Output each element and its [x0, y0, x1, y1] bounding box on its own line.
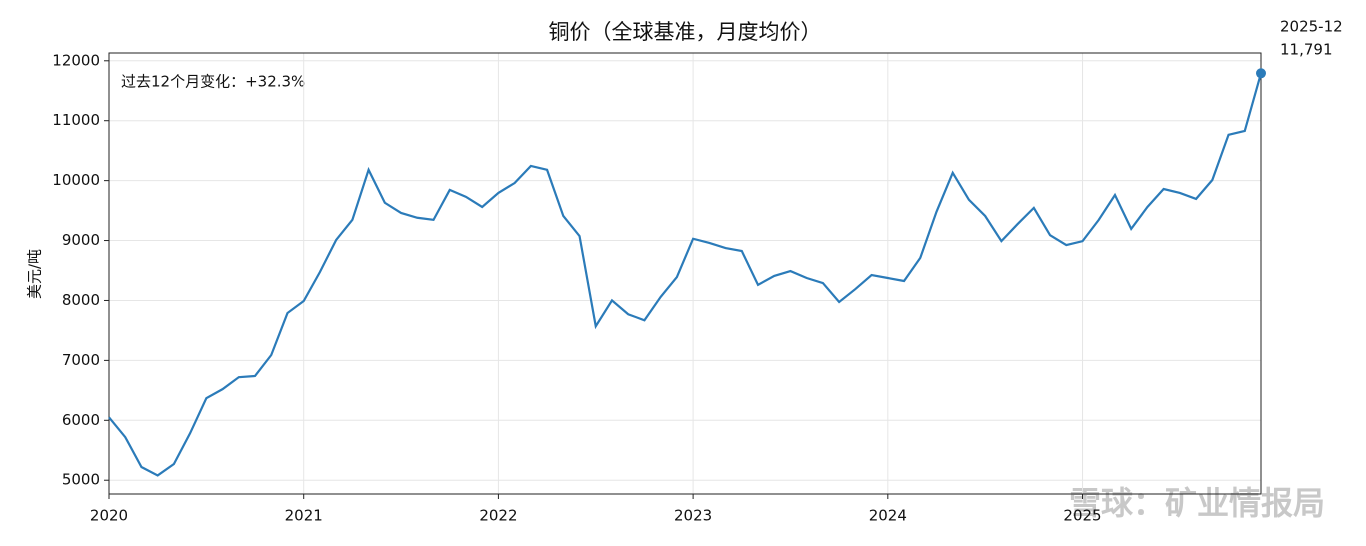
plot-frame — [108, 52, 1262, 495]
x-tick-label: 2021 — [285, 507, 323, 525]
y-tick-label: 8000 — [62, 291, 100, 309]
y-tick-label: 9000 — [62, 231, 100, 249]
last-point — [1256, 68, 1266, 79]
last-value-annotation: 11,791 — [1280, 41, 1333, 59]
y-tick-label: 10000 — [52, 171, 100, 189]
y-tick-label: 11000 — [52, 111, 100, 129]
last-date-annotation: 2025-12 — [1280, 18, 1343, 36]
watermark: 雪球：矿业情报局 — [1069, 484, 1325, 522]
x-tick-label: 2020 — [90, 507, 128, 525]
y-tick-label: 7000 — [62, 351, 100, 369]
price-line — [108, 73, 1263, 477]
x-tick-label: 2024 — [869, 507, 907, 525]
y-axis-label: 美元/吨 — [26, 249, 44, 299]
chart-title: 铜价（全球基准，月度均价） — [549, 20, 822, 44]
y-tick-label: 5000 — [62, 471, 100, 489]
x-tick-label: 2022 — [479, 507, 517, 525]
x-tick-label: 2023 — [674, 507, 712, 525]
y-tick-label: 12000 — [52, 51, 100, 69]
change-annotation: 过去12个月变化：+32.3% — [121, 73, 305, 91]
y-tick-label: 6000 — [62, 411, 100, 429]
x-tick-label: 2025 — [1063, 507, 1101, 525]
